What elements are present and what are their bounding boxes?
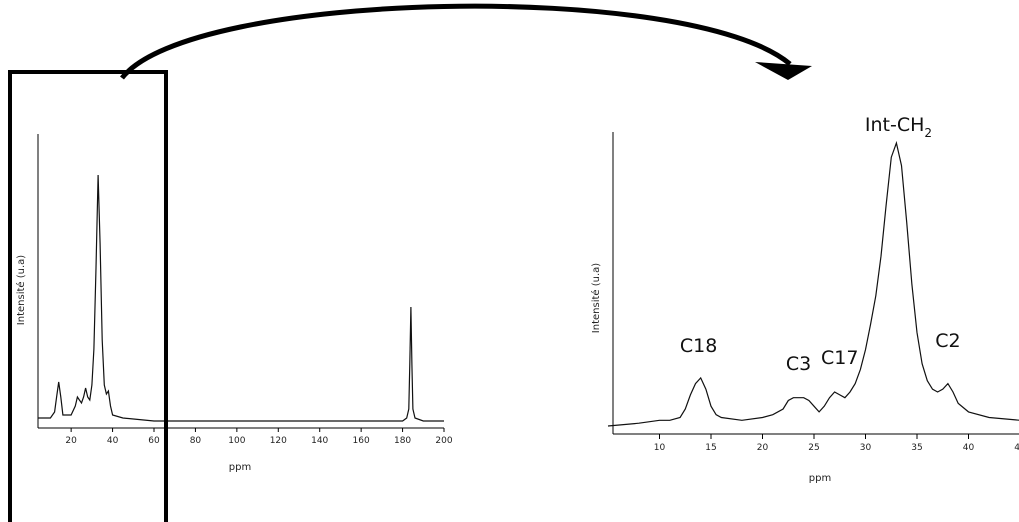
x-axis-label: ppm (229, 462, 251, 473)
x-tick-label: 45 (1014, 443, 1019, 453)
peak-label: C17 (821, 347, 858, 369)
x-tick-label: 10 (654, 443, 666, 453)
x-tick-label: 120 (270, 436, 287, 446)
zoom-selection-box (8, 70, 168, 522)
x-tick-label: 80 (190, 436, 202, 446)
x-tick-label: 20 (65, 436, 77, 446)
x-tick-label: 35 (911, 443, 922, 453)
zoomed-spectrum-chart: 10 15 20 25 30 35 40 45 C18 C3 C17 Int-CH2 C2 ppm I… (590, 114, 1019, 484)
x-tick-label: 40 (107, 436, 119, 446)
x-tick-label: 100 (228, 436, 245, 446)
x-tick-label: 20 (757, 443, 769, 453)
x-tick-label: 200 (435, 436, 452, 446)
x-tick-label: 30 (860, 443, 872, 453)
x-tick-label: 140 (311, 436, 328, 446)
peak-label: C3 (786, 353, 811, 375)
x-tick-label: 25 (808, 443, 819, 453)
y-axis-label: Intensité (u.a) (15, 255, 27, 325)
peak-label: C18 (680, 335, 717, 357)
x-tick-label: 160 (353, 436, 370, 446)
x-axis-label: ppm (809, 473, 831, 484)
x-tick-label: 15 (705, 443, 716, 453)
x-tick-label: 180 (394, 436, 411, 446)
full-spectrum-chart: 20 40 60 80 100 120 140 160 180 200 ppm Intensité… (15, 134, 453, 473)
peak-label: Int-CH2 (865, 114, 932, 140)
zoom-arrow (120, 3, 792, 80)
x-tick-label: 60 (148, 436, 160, 446)
peak-label-subscript: 2 (924, 126, 932, 140)
series-line (607, 140, 1019, 427)
zoom-arrow-head (755, 62, 812, 80)
y-axis-label: Intensité (u.a) (590, 263, 602, 333)
x-tick-label: 40 (963, 443, 975, 453)
peak-label: C2 (935, 330, 960, 352)
series-line (38, 174, 444, 422)
